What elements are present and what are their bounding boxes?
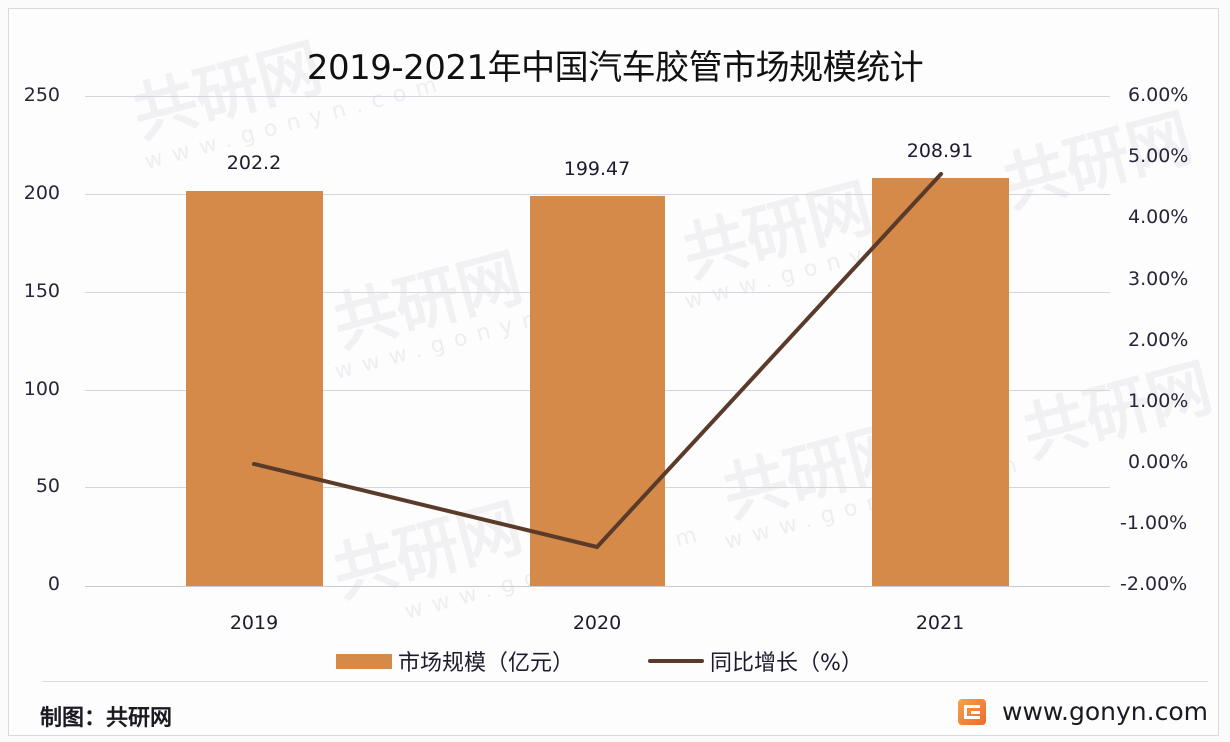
- gonyn-logo-icon: [958, 698, 987, 725]
- chart-title: 2019-2021年中国汽车胶管市场规模统计: [306, 48, 924, 88]
- y-right-tick: 6.00%: [1128, 84, 1189, 106]
- line-swatch-icon: [648, 659, 704, 663]
- y-right-tick: 5.00%: [1128, 145, 1189, 167]
- bar-data-label: 208.91: [906, 140, 974, 162]
- bar-2020: [530, 196, 665, 586]
- bar-data-label: 202.2: [226, 152, 282, 174]
- y-left-tick: 200: [23, 182, 60, 204]
- y-left-tick: 0: [47, 573, 60, 595]
- legend-label: 同比增长（%）: [710, 651, 863, 676]
- y-left-tick: 100: [23, 378, 60, 400]
- y-right-tick: 2.00%: [1128, 329, 1189, 351]
- x-tick: 2021: [915, 612, 965, 634]
- gridline: [85, 194, 1110, 195]
- website-text: www.gonyn.com: [1002, 697, 1208, 726]
- x-tick: 2019: [229, 612, 279, 634]
- bar-swatch-icon: [336, 653, 392, 669]
- legend-item-growth: 同比增长（%）: [648, 645, 863, 677]
- y-left-tick: 250: [23, 84, 60, 106]
- legend-label: 市场规模（亿元）: [398, 651, 575, 676]
- y-right-tick: 3.00%: [1128, 268, 1189, 290]
- source-credit: 制图：共研网: [40, 706, 173, 731]
- x-axis-line: [85, 586, 1110, 587]
- legend-item-market-size: 市场规模（亿元）: [336, 645, 574, 677]
- y-right-tick: 4.00%: [1128, 206, 1189, 228]
- footer-separator: [42, 681, 1208, 682]
- y-left-tick: 150: [23, 280, 60, 302]
- bar-2021: [872, 178, 1009, 586]
- website-credit: www.gonyn.com: [958, 697, 1208, 726]
- gridline: [85, 96, 1110, 97]
- legend: 市场规模（亿元） 同比增长（%）: [0, 645, 1230, 677]
- y-right-tick: 0.00%: [1128, 451, 1189, 473]
- bar-data-label: 199.47: [563, 158, 631, 180]
- bar-2019: [186, 191, 323, 586]
- x-tick: 2020: [572, 612, 622, 634]
- y-right-tick: -2.00%: [1120, 573, 1188, 595]
- y-left-tick: 50: [35, 475, 60, 497]
- y-right-tick: 1.00%: [1128, 390, 1189, 412]
- y-right-tick: -1.00%: [1120, 512, 1188, 534]
